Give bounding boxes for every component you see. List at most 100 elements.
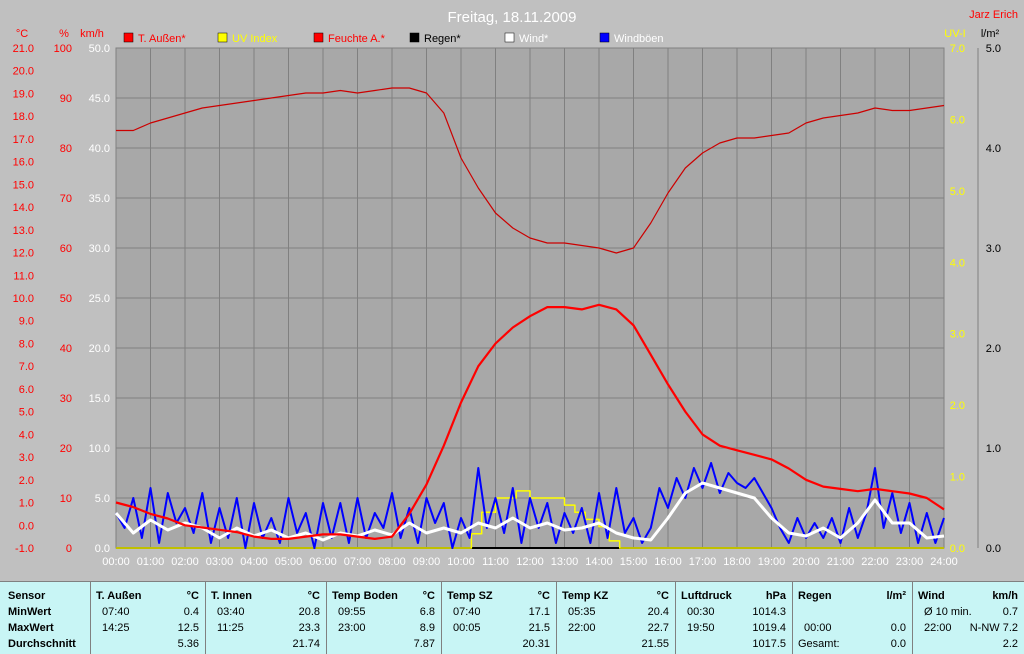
time-tick-label: 02:00 — [171, 556, 199, 568]
avg-value: 21.55 — [641, 638, 669, 650]
series-line-tauen — [115, 303, 945, 540]
wind-tick-label: 20.0 — [89, 343, 110, 355]
wind-tick-label: 30.0 — [89, 243, 110, 255]
max-time: 22:00 — [568, 622, 596, 634]
temp-tick-label: 16.0 — [13, 157, 34, 169]
rain-tick-label: 1.0 — [986, 443, 1001, 455]
legend-swatch — [409, 32, 420, 43]
temp-tick-label: 20.0 — [13, 66, 34, 78]
uv-tick-label: 1.0 — [950, 472, 965, 484]
humidity-tick-label: 30 — [60, 393, 72, 405]
sensor-unit: °C — [537, 590, 550, 602]
sensor-column: Luftdruck hPa 00:30 1014.3 19:50 1019.4 1017.5 — [675, 582, 793, 654]
legend-label: T. Außen* — [138, 33, 186, 45]
rain-tick-label: 5.0 — [986, 43, 1001, 55]
temp-tick-label: 10.0 — [13, 293, 34, 305]
time-tick-label: 18:00 — [723, 556, 751, 568]
humidity-tick-label: 10 — [60, 493, 72, 505]
sensor-unit: l/m² — [886, 590, 906, 602]
temp-tick-label: 14.0 — [13, 202, 34, 214]
avg-value: 21.74 — [292, 638, 320, 650]
min-value: 0.7 — [1002, 606, 1018, 618]
uv-unit-label: UV-I — [944, 28, 965, 40]
avg-value: 2.2 — [1002, 638, 1018, 650]
sensor-name: Luftdruck — [681, 590, 732, 602]
avg-value: 7.87 — [413, 638, 435, 650]
temp-tick-label: 11.0 — [13, 270, 34, 282]
min-time: Ø 10 min. — [924, 606, 972, 618]
time-tick-label: 20:00 — [792, 556, 820, 568]
humidity-unit-label: % — [59, 28, 69, 40]
time-tick-label: 01:00 — [137, 556, 165, 568]
station-name: Jarz Erich — [969, 9, 1018, 21]
sensor-unit: hPa — [765, 590, 786, 602]
min-value: 1014.3 — [752, 606, 786, 618]
temp-tick-label: -1.0 — [15, 543, 34, 555]
time-tick-label: 09:00 — [413, 556, 441, 568]
max-value: 22.7 — [647, 622, 669, 634]
temp-tick-label: 4.0 — [19, 429, 34, 441]
time-tick-label: 22:00 — [861, 556, 889, 568]
wind-tick-label: 0.0 — [95, 543, 110, 555]
uv-tick-label: 5.0 — [950, 186, 965, 198]
temp-tick-label: 15.0 — [13, 179, 34, 191]
rain-tick-label: 4.0 — [986, 143, 1001, 155]
temp-tick-label: 21.0 — [13, 43, 34, 55]
time-tick-label: 21:00 — [827, 556, 855, 568]
max-time: 14:25 — [102, 622, 130, 634]
series-line-windben — [115, 462, 945, 549]
wind-tick-label: 35.0 — [89, 193, 110, 205]
sensor-column: Wind km/h Ø 10 min. 0.7 22:00 N-NW 7.2 2.2 — [912, 582, 1024, 654]
legend-swatch — [504, 32, 515, 43]
time-tick-label: 00:00 — [102, 556, 130, 568]
series-line-feuchtea — [116, 87, 945, 254]
temp-tick-label: 6.0 — [19, 384, 34, 396]
wind-tick-label: 10.0 — [89, 443, 110, 455]
statistics-table: Sensor MinWert MaxWert Durchschnitt T. A… — [0, 581, 1024, 654]
max-time: 00:05 — [453, 622, 481, 634]
temp-tick-label: 9.0 — [19, 316, 34, 328]
legend-label: Feuchte A.* — [328, 33, 386, 45]
time-tick-label: 03:00 — [206, 556, 234, 568]
chart-title: Freitag, 18.11.2009 — [448, 9, 577, 26]
temp-tick-label: 0.0 — [19, 520, 34, 532]
sensor-column: Temp Boden °C 09:55 6.8 23:00 8.9 7.87 — [326, 582, 442, 654]
max-value: 0.0 — [890, 622, 906, 634]
max-time: 11:25 — [217, 622, 244, 634]
min-value: 20.8 — [298, 606, 320, 618]
sensor-name: Wind — [918, 590, 945, 602]
wind-tick-label: 5.0 — [95, 493, 110, 505]
max-time: 22:00 — [924, 622, 952, 634]
avg-value: 1017.5 — [752, 638, 786, 650]
wind-tick-label: 50.0 — [89, 43, 110, 55]
uv-tick-label: 7.0 — [950, 43, 965, 55]
min-time: 03:40 — [217, 606, 245, 618]
sensor-column: T. Innen °C 03:40 20.8 11:25 23.3 21.74 — [205, 582, 327, 654]
avg-value: 0.0 — [890, 638, 906, 650]
humidity-tick-label: 70 — [60, 193, 72, 205]
sensor-name: T. Innen — [211, 590, 252, 602]
min-value: 17.1 — [528, 606, 550, 618]
humidity-tick-label: 20 — [60, 443, 72, 455]
sensor-unit: °C — [656, 590, 669, 602]
time-tick-label: 14:00 — [585, 556, 613, 568]
sensor-unit: °C — [307, 590, 320, 602]
temp-tick-label: 5.0 — [19, 407, 34, 419]
legend-label: UV Index — [232, 33, 278, 45]
humidity-tick-label: 0 — [66, 543, 72, 555]
time-tick-label: 17:00 — [689, 556, 717, 568]
avg-value: 5.36 — [177, 638, 199, 650]
sensor-column: Temp KZ °C 05:35 20.4 22:00 22.7 21.55 — [556, 582, 676, 654]
time-tick-label: 23:00 — [896, 556, 924, 568]
time-tick-label: 07:00 — [344, 556, 372, 568]
humidity-tick-label: 50 — [60, 293, 72, 305]
temp-tick-label: 8.0 — [19, 338, 34, 350]
temp-tick-label: 2.0 — [19, 475, 34, 487]
max-time: 00:00 — [804, 622, 832, 634]
sensor-name: Temp SZ — [447, 590, 493, 602]
wind-tick-label: 25.0 — [89, 293, 110, 305]
wind-unit-label: km/h — [80, 28, 104, 40]
max-value: 21.5 — [528, 622, 550, 634]
time-tick-label: 05:00 — [275, 556, 303, 568]
